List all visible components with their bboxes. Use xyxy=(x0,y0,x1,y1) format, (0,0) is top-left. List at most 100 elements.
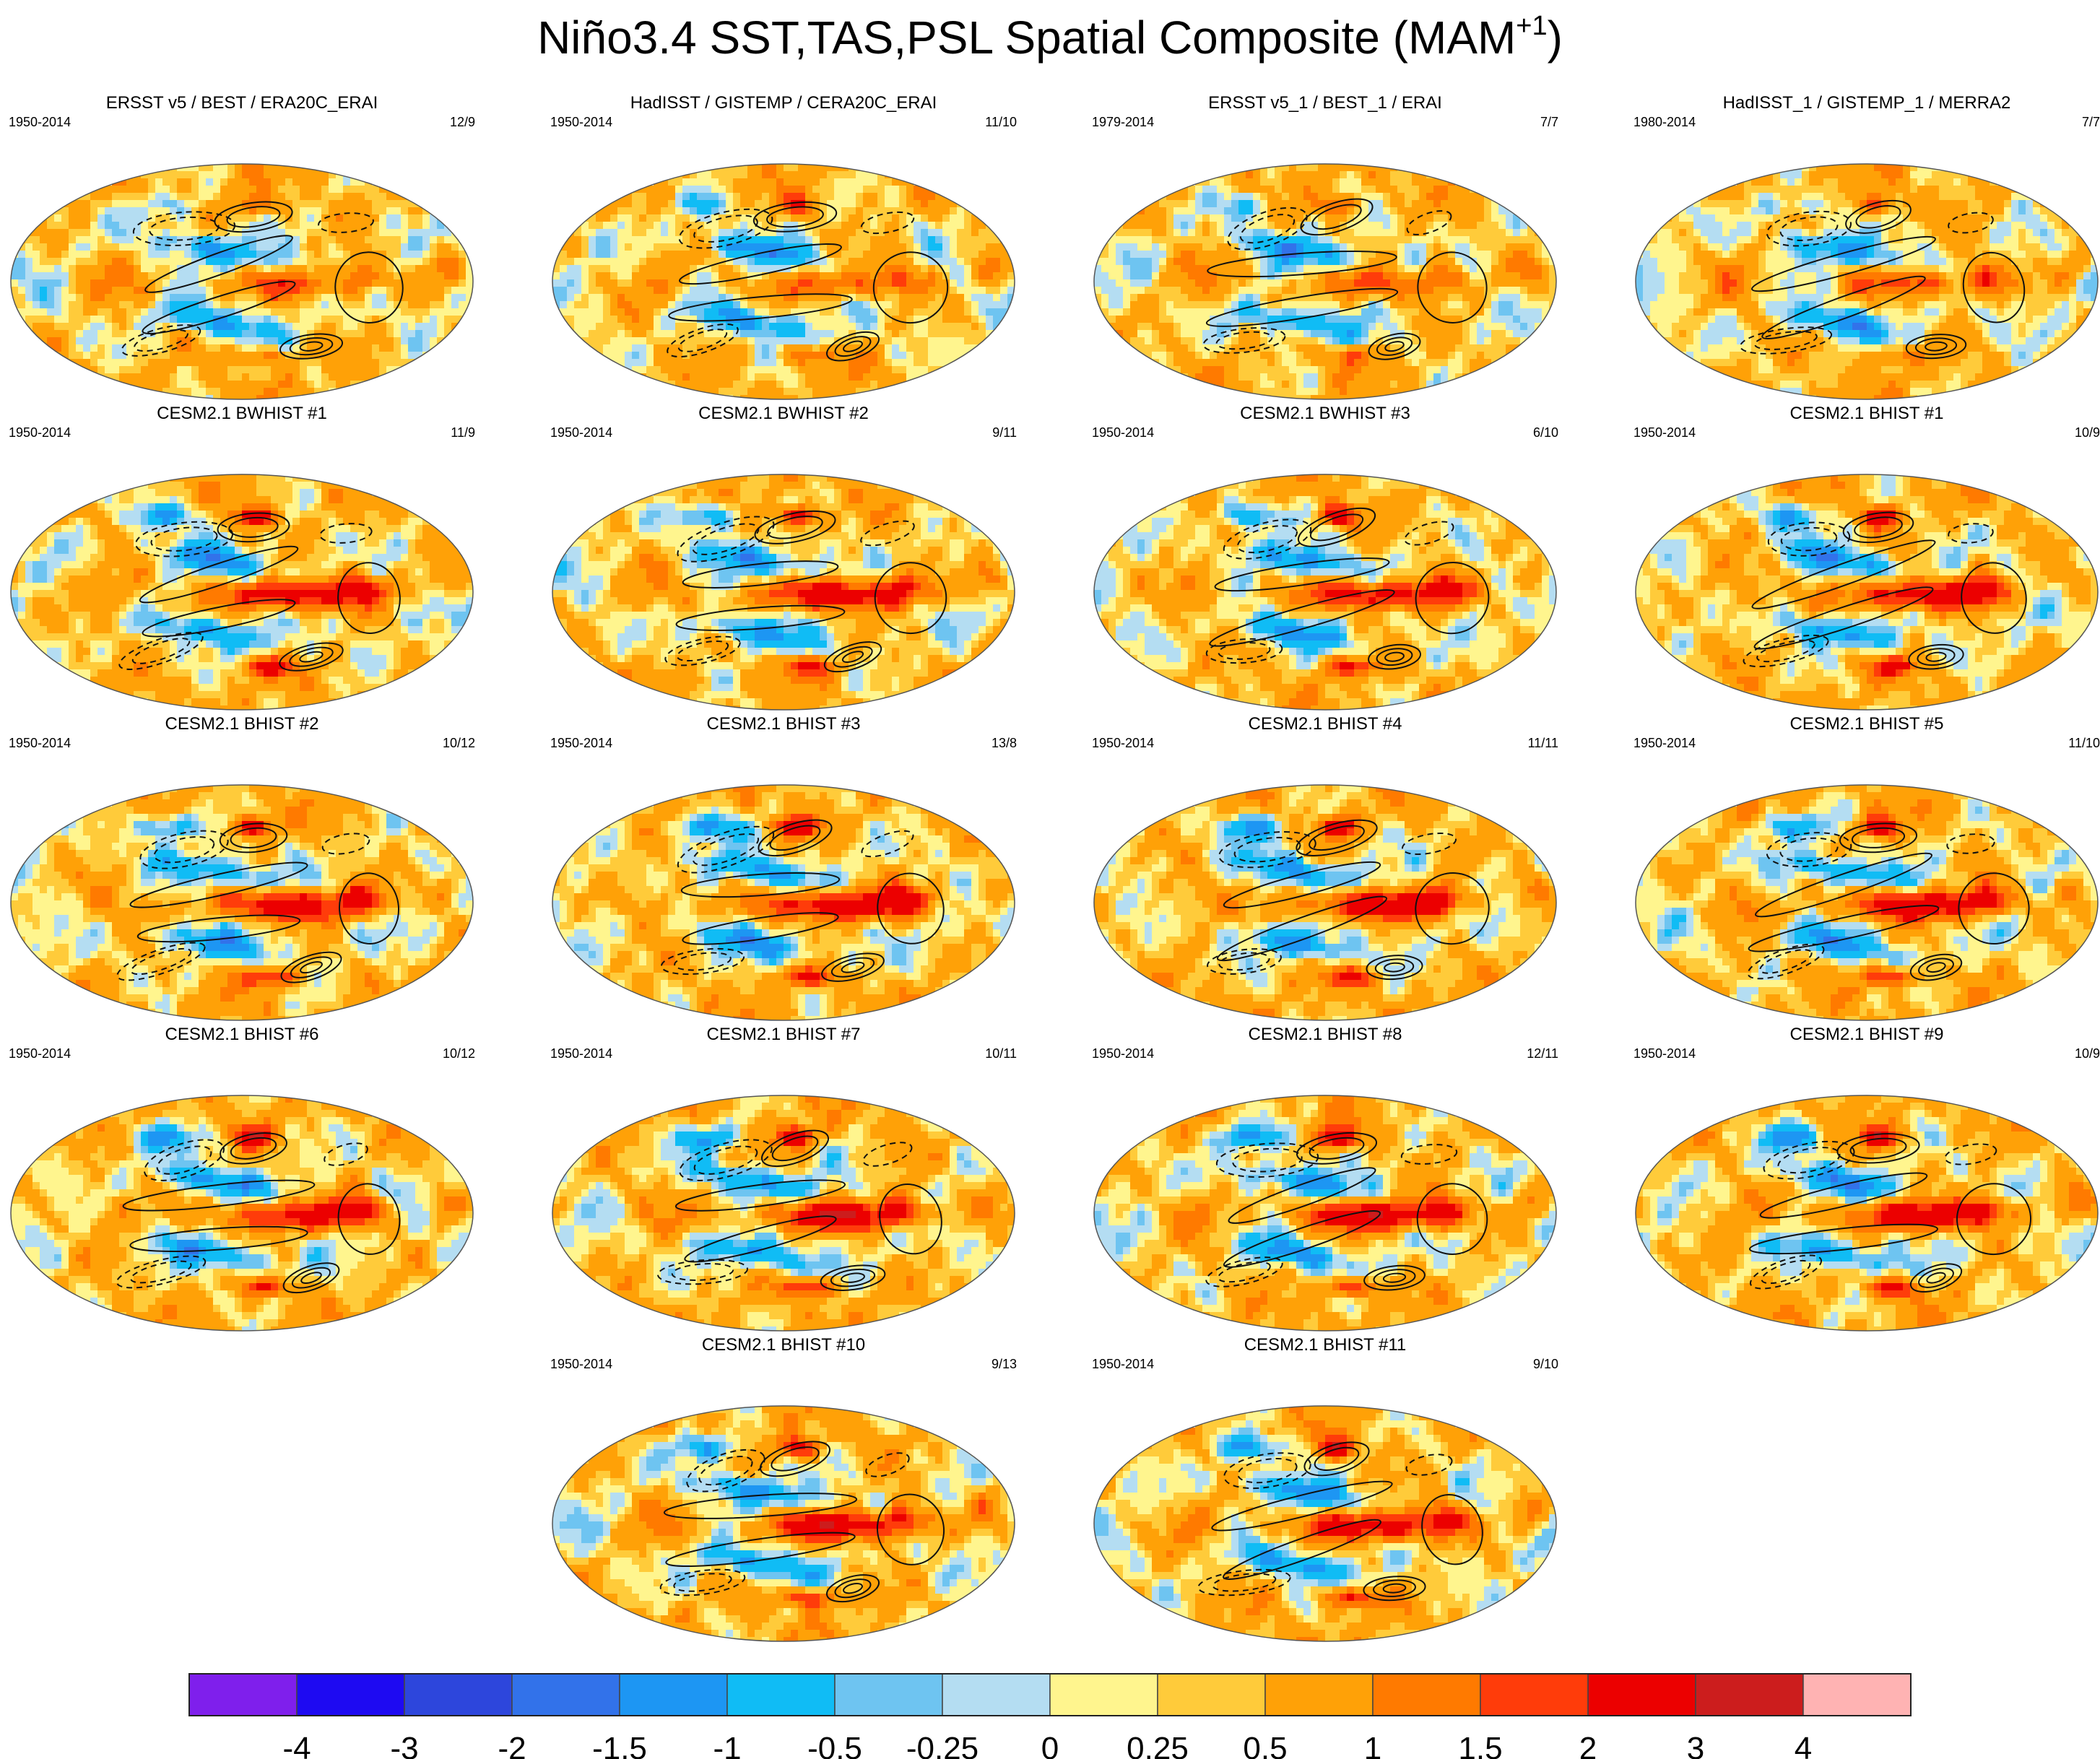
anomaly-cell xyxy=(1419,186,1427,194)
anomaly-cell xyxy=(1462,186,1470,194)
anomaly-cell xyxy=(733,381,741,388)
anomaly-cell xyxy=(300,359,308,367)
anomaly-cell xyxy=(856,200,864,208)
anomaly-cell xyxy=(589,316,596,323)
anomaly-cell xyxy=(928,279,936,287)
anomaly-cell xyxy=(1412,243,1420,251)
anomaly-cell xyxy=(76,308,84,316)
anomaly-cell xyxy=(47,229,55,237)
anomaly-cell xyxy=(1448,316,1456,323)
anomaly-cell xyxy=(1383,330,1391,338)
anomaly-cell xyxy=(639,366,647,374)
anomaly-cell xyxy=(769,186,777,194)
anomaly-cell xyxy=(329,236,337,244)
anomaly-cell xyxy=(1477,214,1485,222)
anomaly-cell xyxy=(357,200,365,208)
anomaly-cell xyxy=(596,243,604,251)
anomaly-cell xyxy=(76,222,84,230)
anomaly-cell xyxy=(1340,344,1348,352)
anomaly-cell xyxy=(451,251,459,259)
anomaly-cell xyxy=(170,243,178,251)
anomaly-cell xyxy=(177,272,185,280)
anomaly-cell xyxy=(726,352,734,360)
anomaly-cell xyxy=(1231,171,1239,179)
anomaly-cell xyxy=(1506,323,1514,331)
anomaly-cell xyxy=(134,294,142,302)
anomaly-cell xyxy=(899,258,907,266)
anomaly-cell xyxy=(394,229,402,237)
anomaly-cell xyxy=(1173,316,1181,323)
anomaly-cell xyxy=(372,207,380,215)
anomaly-cell xyxy=(1448,265,1456,273)
anomaly-cell xyxy=(1318,279,1326,287)
anomaly-cell xyxy=(798,337,806,345)
anomaly-cell xyxy=(1231,222,1239,230)
anomaly-cell xyxy=(719,193,726,201)
anomaly-cell xyxy=(668,366,676,374)
anomaly-cell xyxy=(213,251,221,259)
anomaly-cell xyxy=(812,222,820,230)
anomaly-cell xyxy=(1455,200,1463,208)
anomaly-cell xyxy=(242,243,250,251)
anomaly-cell xyxy=(820,251,828,259)
anomaly-cell xyxy=(603,272,611,280)
anomaly-cell xyxy=(1231,308,1239,316)
anomaly-cell xyxy=(827,330,835,338)
anomaly-cell xyxy=(430,287,438,295)
anomaly-cell xyxy=(812,200,820,208)
anomaly-cell xyxy=(733,171,741,179)
anomaly-cell xyxy=(1513,279,1521,287)
anomaly-cell xyxy=(69,251,77,259)
anomaly-cell xyxy=(199,395,207,399)
anomaly-cell xyxy=(1116,272,1124,280)
anomaly-cell xyxy=(769,279,777,287)
anomaly-cell xyxy=(1231,178,1239,186)
anomaly-cell xyxy=(661,366,669,374)
anomaly-cell xyxy=(1376,186,1384,194)
anomaly-cell xyxy=(1354,301,1362,309)
anomaly-cell xyxy=(213,344,221,352)
anomaly-cell xyxy=(1448,287,1456,295)
anomaly-cell xyxy=(1202,330,1210,338)
anomaly-cell xyxy=(394,200,402,208)
anomaly-cell xyxy=(1311,222,1319,230)
anomaly-cell xyxy=(1152,207,1160,215)
anomaly-cell xyxy=(415,287,423,295)
anomaly-cell xyxy=(379,222,387,230)
anomaly-cell xyxy=(675,214,683,222)
anomaly-cell xyxy=(784,186,791,194)
anomaly-cell xyxy=(993,301,1001,309)
anomaly-cell xyxy=(1296,200,1304,208)
anomaly-cell xyxy=(61,222,69,230)
anomaly-cell xyxy=(1296,265,1304,273)
anomaly-cell xyxy=(921,193,929,201)
anomaly-cell xyxy=(235,301,243,309)
psl-contour xyxy=(299,341,324,352)
anomaly-cell xyxy=(1491,352,1499,360)
panel-title: HadISST / GISTEMP / CERA20C_ERAI xyxy=(549,92,1018,114)
anomaly-cell xyxy=(1094,272,1102,280)
anomaly-cell xyxy=(603,229,611,237)
anomaly-cell xyxy=(119,222,127,230)
anomaly-cell xyxy=(1383,186,1391,194)
anomaly-cell xyxy=(285,236,293,244)
anomaly-cell xyxy=(357,316,365,323)
anomaly-cell xyxy=(1455,236,1463,244)
anomaly-cell xyxy=(892,178,900,186)
anomaly-cell xyxy=(1455,294,1463,302)
anomaly-cell xyxy=(899,207,907,215)
anomaly-cell xyxy=(343,359,351,367)
anomaly-cell xyxy=(141,337,149,345)
anomaly-cell xyxy=(300,200,308,208)
anomaly-cell xyxy=(1433,214,1441,222)
anomaly-cell xyxy=(292,222,300,230)
anomaly-cell xyxy=(18,279,26,287)
anomaly-cell xyxy=(1202,352,1210,360)
anomaly-cell xyxy=(292,287,300,295)
anomaly-cell xyxy=(1123,316,1131,323)
anomaly-cell xyxy=(61,344,69,352)
anomaly-cell xyxy=(1368,251,1376,259)
anomaly-cell xyxy=(719,388,726,396)
anomaly-cell xyxy=(1296,236,1304,244)
anomaly-cell xyxy=(762,164,770,172)
